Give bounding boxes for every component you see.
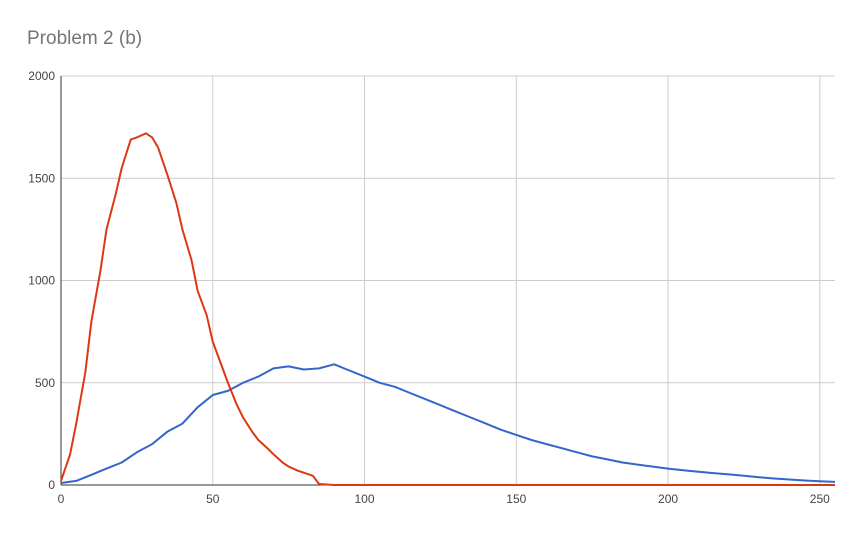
x-tick-label: 150	[506, 492, 526, 506]
y-tick-label: 0	[48, 478, 55, 492]
x-tick-label: 50	[206, 492, 220, 506]
grid-lines	[61, 75, 835, 485]
y-tick-label: 2000	[28, 69, 55, 83]
x-tick-label: 100	[355, 492, 375, 506]
series-line-1	[60, 363, 836, 484]
series-line-2	[60, 132, 835, 486]
x-tick-label: 250	[810, 492, 830, 506]
y-tick-label: 1000	[28, 274, 55, 288]
y-tick-label: 500	[35, 376, 55, 390]
x-tick-label: 200	[658, 492, 678, 506]
chart-title: Problem 2 (b)	[27, 28, 143, 49]
x-tick-label: 0	[58, 492, 65, 506]
tick-labels: 0 500 1000 1500 2000 0 50 100 150 200 250	[28, 69, 830, 506]
series-lines	[60, 132, 836, 486]
y-tick-label: 1500	[28, 171, 55, 185]
